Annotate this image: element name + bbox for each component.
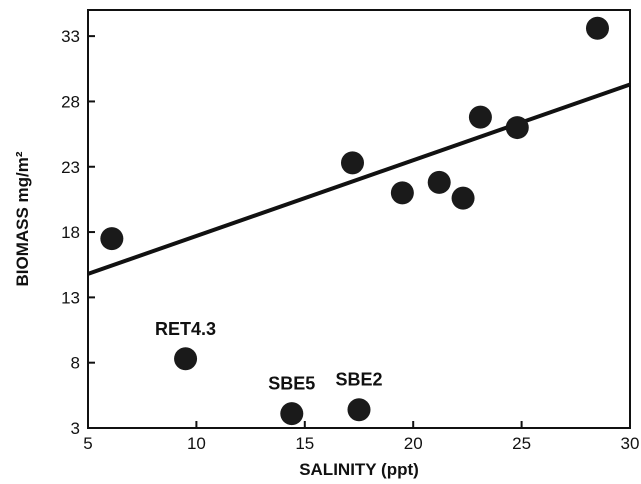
x-tick-label: 15 — [295, 434, 314, 453]
regression-line — [87, 82, 631, 276]
data-point — [585, 16, 609, 40]
y-tick-label: 23 — [61, 158, 80, 177]
x-axis-title: SALINITY (ppt) — [299, 460, 419, 479]
x-tick-label: 10 — [187, 434, 206, 453]
data-point — [468, 105, 492, 129]
y-tick-label: 28 — [61, 92, 80, 111]
data-point — [280, 402, 304, 426]
x-tick-label: 5 — [83, 434, 92, 453]
data-point — [340, 151, 364, 175]
y-tick-label: 33 — [61, 27, 80, 46]
point-label: SBE2 — [335, 370, 382, 390]
y-tick-label: 13 — [61, 288, 80, 307]
data-point — [505, 116, 529, 140]
data-point — [427, 170, 451, 194]
data-points — [100, 16, 609, 426]
data-point — [100, 227, 124, 251]
x-tick-label: 20 — [404, 434, 423, 453]
x-axis-ticks: 5 10 15 20 25 30 — [83, 421, 639, 453]
data-point — [174, 347, 198, 371]
data-point — [451, 186, 475, 210]
y-axis-ticks: 3 8 13 18 23 28 33 — [61, 27, 95, 438]
data-point — [347, 398, 371, 422]
plot-frame — [87, 9, 631, 429]
y-axis-title: BIOMASS mg/m² — [13, 151, 32, 286]
point-labels: RET4.3 SBE5 SBE2 — [155, 319, 382, 394]
y-tick-label: 3 — [71, 419, 80, 438]
point-label: RET4.3 — [155, 319, 216, 339]
y-tick-label: 8 — [71, 354, 80, 373]
x-tick-label: 30 — [621, 434, 640, 453]
trendline-group — [87, 82, 631, 276]
y-tick-label: 18 — [61, 223, 80, 242]
x-tick-label: 25 — [512, 434, 531, 453]
point-label: SBE5 — [268, 374, 315, 394]
data-point — [390, 181, 414, 205]
